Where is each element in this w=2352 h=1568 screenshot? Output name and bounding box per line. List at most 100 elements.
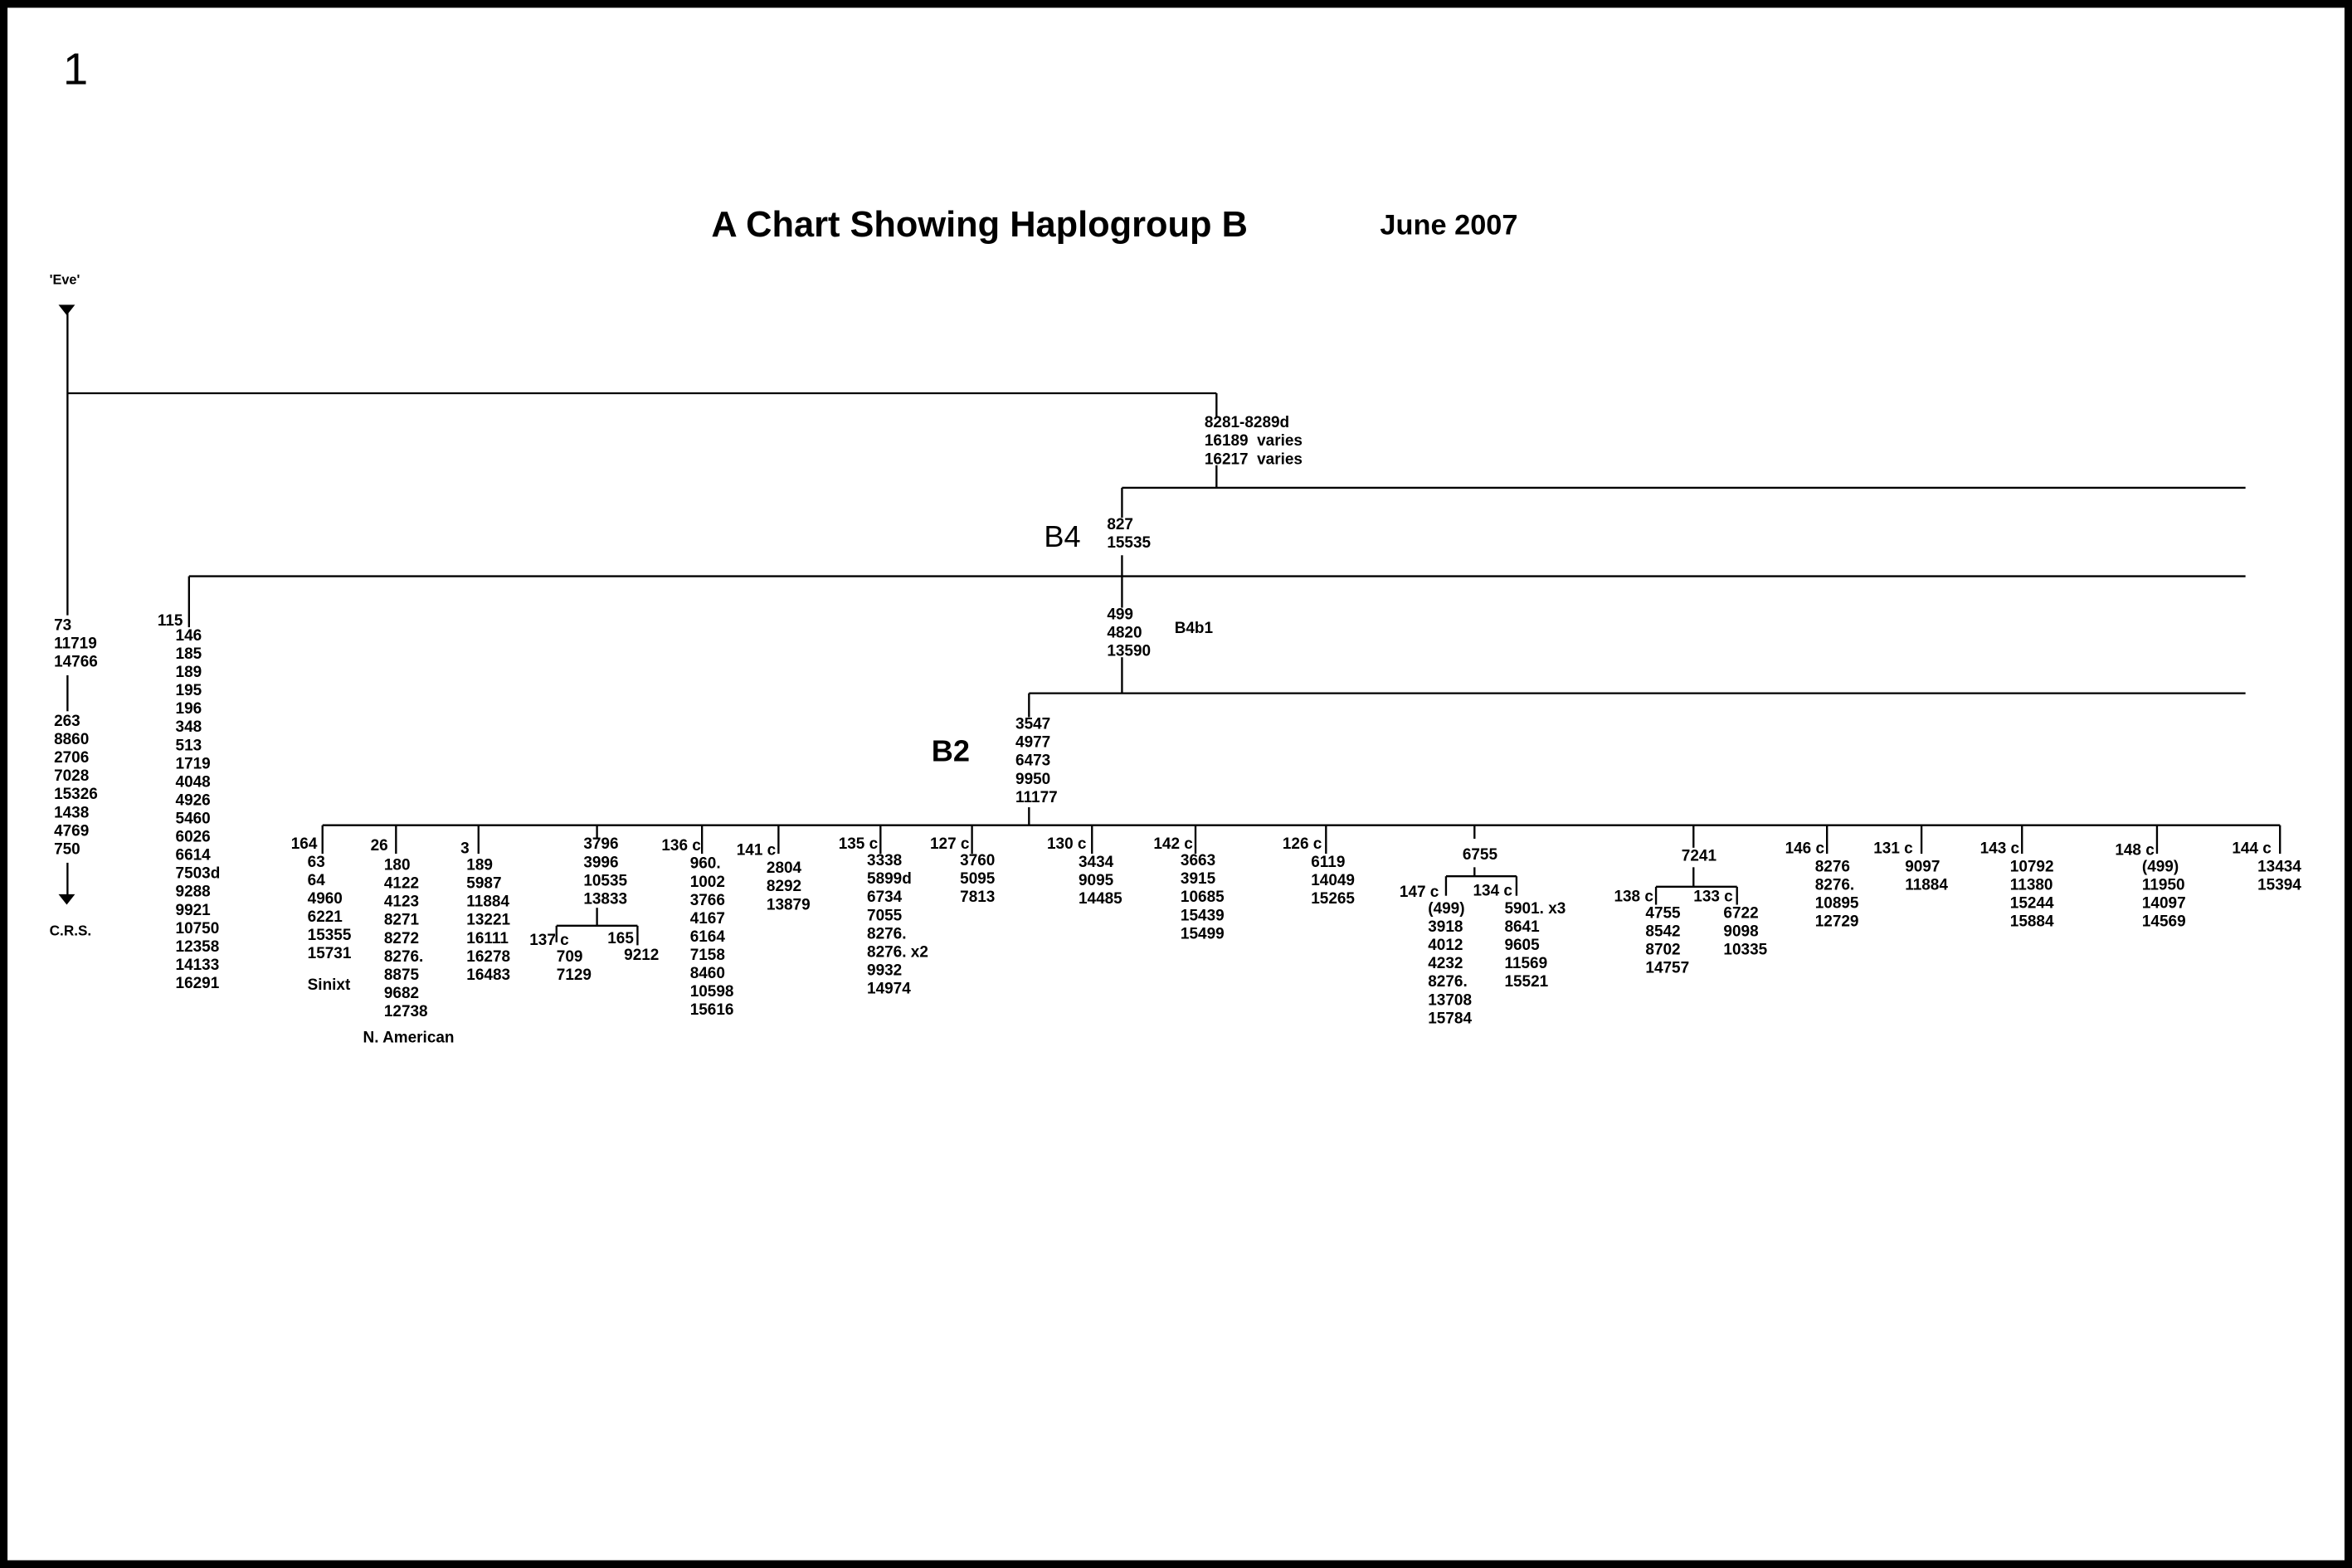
mutation-label: 15535 (1107, 534, 1151, 552)
crs-label: C.R.S. (50, 923, 92, 939)
mutation-label: 146 c (1785, 840, 1824, 858)
mutation-label: 135 c (839, 835, 878, 853)
mutation-label: 7503d (176, 865, 221, 883)
mutation-label: 15499 (1181, 925, 1225, 942)
mutation-label: 7028 (54, 767, 89, 785)
mutation-label: 142 c (1153, 835, 1192, 853)
mutation-label: 11569 (1504, 955, 1547, 972)
mutation-label: 8276. (384, 948, 423, 966)
mutation-label: 15731 (308, 945, 352, 962)
mutation-label: 8641 (1504, 918, 1540, 936)
mutation-label: Sinixt (308, 976, 351, 994)
mutation-label: 144 c (2232, 840, 2271, 858)
mutation-label: 6734 (867, 889, 903, 906)
mutation-label: 195 (176, 682, 202, 699)
mutation-label: 4167 (690, 910, 725, 928)
mutation-label: 133 c (1693, 889, 1732, 906)
mutation-label: 5095 (960, 870, 996, 888)
mutation-label: 136 c (661, 837, 700, 855)
group-label: B4 (1044, 519, 1080, 553)
mutation-label: 15616 (690, 1001, 734, 1019)
mutation-label: 13590 (1107, 643, 1151, 660)
mutation-label: 3547 (1015, 716, 1050, 733)
mutation-label: 15326 (54, 786, 98, 803)
mutation-label: N. American (363, 1029, 455, 1046)
mutation-label: 4012 (1428, 937, 1463, 954)
mutation-label: 6755 (1463, 846, 1498, 864)
mutation-label: 4123 (384, 894, 419, 911)
mutation-label: 189 (466, 857, 493, 874)
mutation-label: 8860 (54, 731, 89, 748)
mutation-label: 4977 (1015, 734, 1050, 752)
mutation-label: 141 c (737, 841, 776, 859)
mutation-label: 1719 (176, 755, 211, 772)
mutation-label: 8276. (1428, 973, 1467, 991)
mutation-label: 8271 (384, 912, 420, 929)
mutation-label: 16483 (466, 967, 510, 984)
mutation-label: 14766 (54, 653, 98, 670)
mutation-label: 5901. x3 (1504, 900, 1566, 918)
group-label: B2 (932, 733, 970, 767)
mutation-label: 9212 (624, 947, 659, 964)
mutation-label: 143 c (1980, 840, 2019, 858)
mutation-label: 165 (607, 930, 634, 947)
mutation-label: 7241 (1682, 848, 1717, 865)
mutation-label: 3996 (583, 854, 618, 871)
mutation-label: 3663 (1181, 852, 1215, 869)
mutation-label: 513 (176, 737, 202, 754)
mutation-label: 15394 (2257, 876, 2301, 894)
mutation-label: 3915 (1181, 870, 1216, 888)
mutation-label: 131 c (1873, 840, 1912, 858)
mutation-label: 263 (54, 713, 80, 730)
mutation-label: 189 (176, 664, 202, 681)
mutation-label: 5899d (867, 870, 912, 888)
mutation-label: 1002 (690, 874, 725, 891)
mutation-label: 9098 (1723, 923, 1758, 940)
mutation-label: 6473 (1015, 752, 1050, 770)
mutation-label: 8276. (867, 925, 906, 942)
mutation-label: 13708 (1428, 991, 1472, 1009)
mutation-label: 9605 (1504, 937, 1540, 954)
mutation-label: 130 c (1047, 835, 1086, 853)
mutation-label: 6221 (308, 908, 343, 926)
mutation-label: 2706 (54, 749, 89, 767)
mutation-label: 15265 (1311, 890, 1355, 908)
mutation-label: 8272 (384, 930, 419, 947)
mutation-label: 8702 (1645, 942, 1680, 959)
mutation-label: 4122 (384, 875, 419, 893)
mutation-label: 9095 (1079, 872, 1114, 889)
mutation-label: 13833 (583, 890, 627, 908)
mutation-label: 137 c (529, 932, 568, 949)
mutation-label: 3760 (960, 852, 995, 869)
mutation-label: 10335 (1723, 942, 1767, 959)
mutation-label: 5460 (176, 811, 211, 828)
mutation-label: 3 (460, 840, 470, 858)
mutation-label: 13879 (767, 896, 811, 913)
mutation-label: 8460 (690, 965, 725, 982)
mutation-label: 13221 (466, 912, 510, 929)
mutation-label: 13434 (2257, 858, 2301, 875)
mutation-label: 14974 (867, 981, 911, 998)
mutation-label: 7813 (960, 889, 995, 906)
mutation-label: 16111 (466, 930, 509, 947)
mutation-label: 14569 (2142, 913, 2186, 931)
title: A Chart Showing Haplogroup B (711, 205, 1248, 245)
mutation-label: 73 (54, 616, 71, 634)
mutation-label: 11380 (2010, 876, 2053, 894)
mutation-label: (499) (2142, 858, 2179, 875)
mutation-label: 7129 (557, 967, 592, 984)
mutation-label: 4926 (176, 791, 211, 809)
mutation-label: 64 (308, 872, 326, 889)
mutation-label: 7055 (867, 907, 903, 924)
mutation-label: 10598 (690, 983, 734, 1001)
mutation-label: 8276. (1815, 876, 1854, 894)
crs-arrow (58, 894, 75, 905)
mutation-label: 5987 (466, 875, 501, 893)
mutation-label: 9682 (384, 985, 419, 1002)
mutation-label: 3338 (867, 852, 902, 869)
mutation-label: 10750 (176, 920, 220, 937)
mutation-label: 14097 (2142, 894, 2186, 912)
mutation-label: 6722 (1723, 904, 1758, 922)
mutation-label: 15355 (308, 927, 352, 944)
mutation-label: 6119 (1311, 854, 1345, 871)
